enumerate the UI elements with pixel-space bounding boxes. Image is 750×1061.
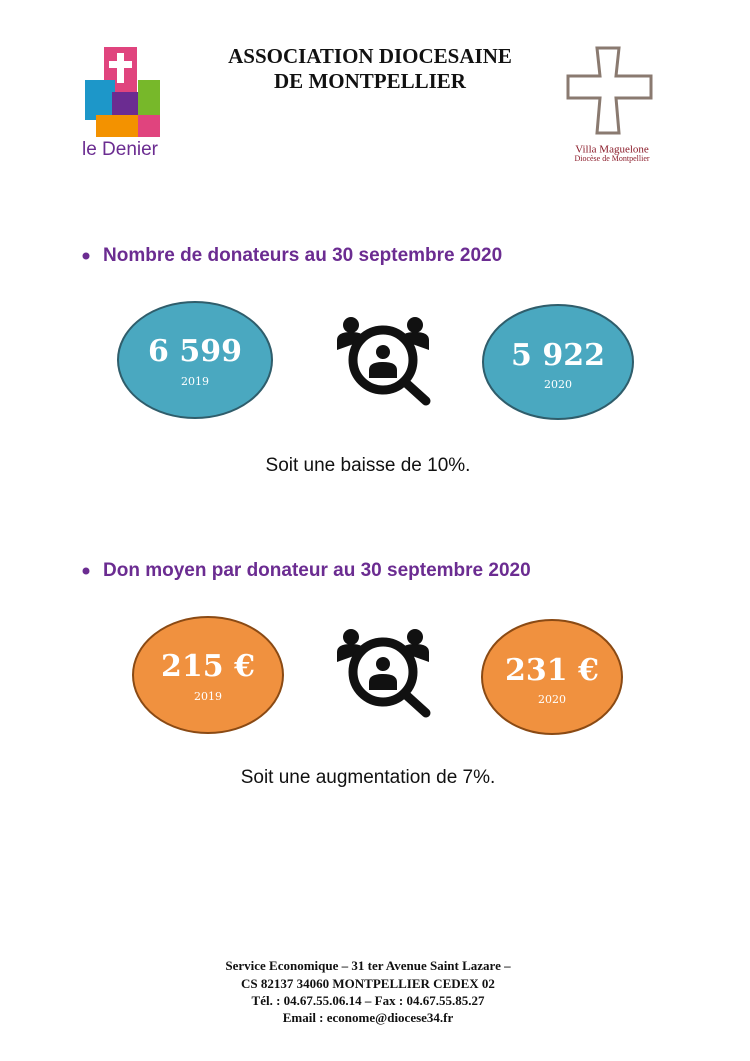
stat-ellipse (132, 616, 284, 734)
logo-cross (566, 46, 653, 135)
stat-year: 2019 (194, 690, 222, 703)
logo-block (138, 115, 160, 137)
stat-year: 2020 (544, 378, 572, 391)
search-icon (337, 317, 431, 406)
footer-line: Tél. : 04.67.55.06.14 – Fax : 04.67.55.8… (252, 993, 485, 1008)
icon-person (376, 657, 390, 671)
denier-logo: le Denier (82, 47, 160, 160)
icon-person (369, 674, 397, 690)
search-icon (337, 629, 431, 718)
footer-line: Service Economique – 31 ter Avenue Saint… (225, 958, 511, 973)
stat-value: 5 922 (511, 338, 605, 373)
footer-line: CS 82137 34060 MONTPELLIER CEDEX 02 (241, 976, 495, 991)
stat-value: 215 € (161, 649, 255, 684)
logo-cross (109, 61, 132, 68)
maguelone-logo: Villa Maguelone Diocèse de Montpellier (566, 46, 653, 163)
logo-subtext: Diocèse de Montpellier (574, 154, 649, 163)
logo-text: Villa Maguelone (575, 144, 649, 156)
icon-head (343, 629, 359, 645)
stat-ellipse (481, 619, 623, 735)
stat-year: 2020 (538, 693, 566, 706)
icon-lens (348, 325, 418, 395)
bullet (82, 567, 90, 575)
icon-head (407, 317, 423, 333)
stat-value: 231 € (505, 653, 599, 688)
header-title: DE MONTPELLIER (274, 69, 467, 93)
stat-value: 6 599 (148, 334, 242, 369)
icon-lens (348, 637, 418, 707)
icon-head (343, 317, 359, 333)
section-heading: Nombre de donateurs au 30 septembre 2020 (103, 245, 502, 266)
icon-person (369, 362, 397, 378)
conclusion: Soit une augmentation de 7%. (241, 767, 496, 788)
footer-line: Email : econome@diocese34.fr (283, 1010, 454, 1025)
icon-head (407, 629, 423, 645)
stat-year: 2019 (181, 375, 209, 388)
logo-block (85, 80, 115, 120)
section-heading: Don moyen par donateur au 30 septembre 2… (103, 560, 531, 581)
stat-ellipse (117, 301, 273, 419)
stat-ellipse (482, 304, 634, 420)
logo-text: le Denier (82, 139, 159, 160)
logo-block (138, 80, 160, 120)
icon-handle (400, 377, 431, 406)
conclusion: Soit une baisse de 10%. (266, 455, 471, 476)
icon-handle (400, 689, 431, 718)
logo-block (96, 115, 144, 137)
header-title: ASSOCIATION DIOCESAINE (228, 44, 512, 68)
bullet (82, 252, 90, 260)
icon-person (376, 345, 390, 359)
